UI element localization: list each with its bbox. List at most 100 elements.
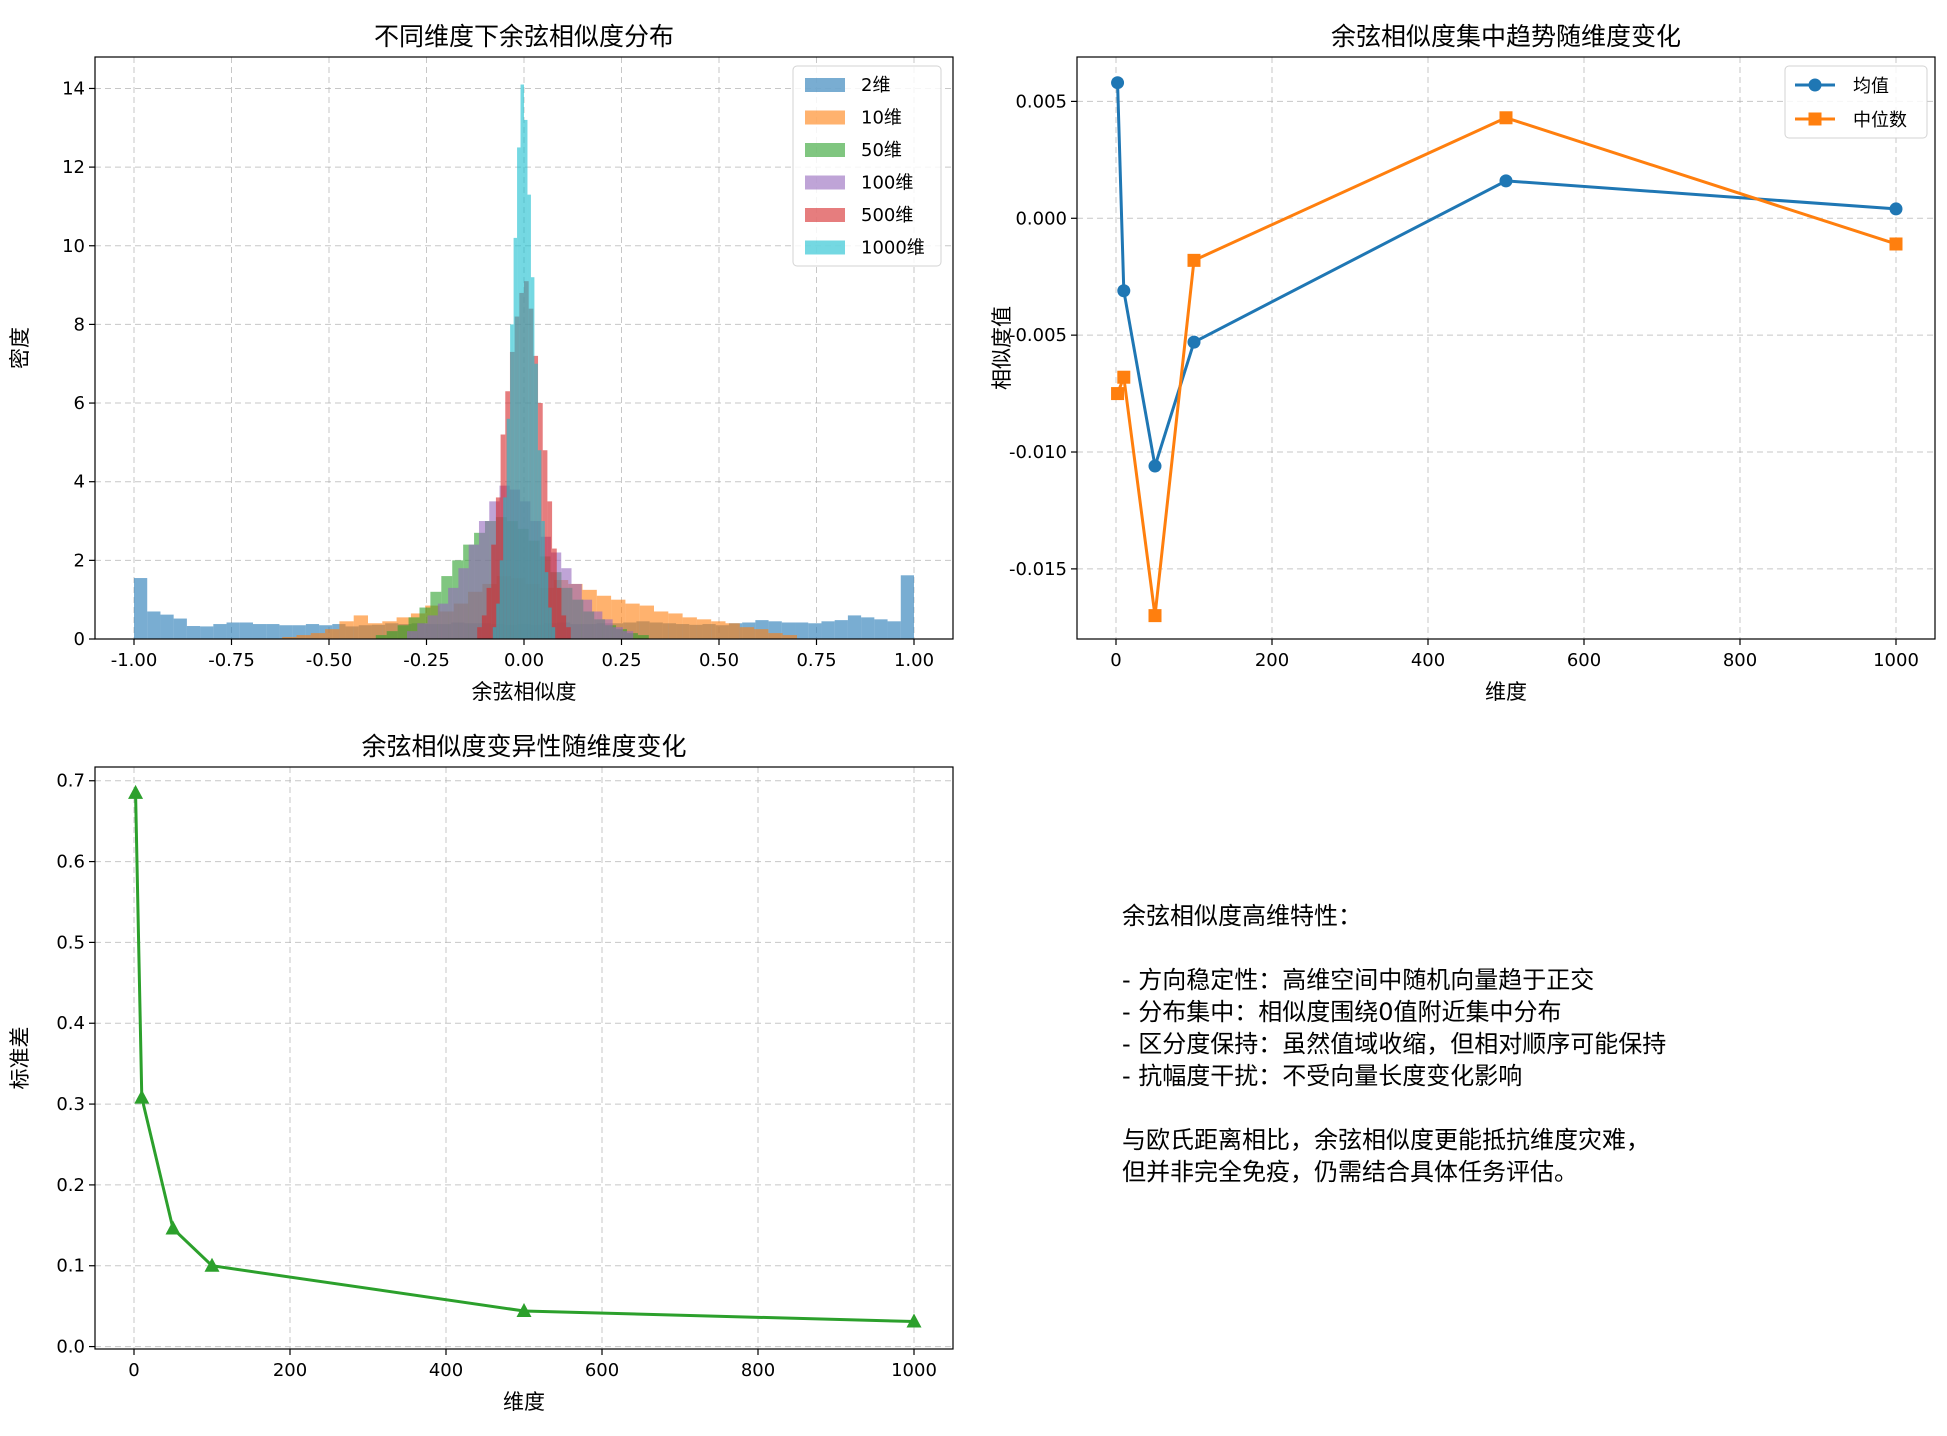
hist-bar <box>544 572 549 639</box>
trend-point <box>1111 387 1125 401</box>
hist-bar <box>486 587 492 639</box>
hist-bar <box>556 587 562 639</box>
hist-bar <box>541 521 545 639</box>
hist-legend-swatch <box>805 208 845 222</box>
std-axes <box>95 767 953 1349</box>
trend-line <box>1116 116 1897 616</box>
hist-legend-swatch <box>805 143 845 157</box>
std-ytick-label: 0.7 <box>56 771 85 792</box>
hist-bar <box>537 450 542 639</box>
std-xtick-label: 800 <box>741 1360 775 1381</box>
std-spines <box>94 766 954 1350</box>
hist-bar <box>581 599 593 639</box>
std-series <box>128 784 922 1328</box>
std-point <box>134 1089 150 1104</box>
hist-bar <box>160 614 174 639</box>
hist-bar <box>386 631 398 639</box>
hist-bar <box>900 575 914 639</box>
hist-bar <box>499 560 504 639</box>
hist-bar <box>481 615 487 639</box>
hist-bar <box>417 623 428 639</box>
hist-bar <box>468 544 479 639</box>
trend-ytick-label: 0.000 <box>1015 208 1067 229</box>
hist-bar <box>768 633 783 639</box>
hist-bars <box>134 84 914 639</box>
hist-bar <box>782 635 797 639</box>
hist-xtick-label: -1.00 <box>111 650 158 671</box>
hist-bar <box>134 578 148 639</box>
hist-bar <box>478 521 490 639</box>
hist-bar <box>612 627 623 639</box>
hist-bar <box>495 497 501 639</box>
hist-bar <box>561 568 572 639</box>
hist-bar <box>437 603 449 639</box>
hist-legend-label: 10维 <box>861 108 902 129</box>
hist-bar <box>639 605 654 639</box>
trend-point <box>1499 174 1513 188</box>
trend-xlabel: 维度 <box>1485 680 1527 704</box>
hist-legend-label: 1000维 <box>861 238 925 259</box>
std-point <box>906 1313 922 1328</box>
std-point <box>128 784 144 799</box>
trend-point <box>1889 202 1903 216</box>
hist-bar <box>637 635 649 639</box>
hist-ytick-label: 4 <box>74 472 85 493</box>
hist-bar <box>279 625 293 639</box>
hist-xtick-label: 1.00 <box>894 650 934 671</box>
hist-ytick-label: 12 <box>62 157 85 178</box>
hist-bar <box>622 631 634 639</box>
hist-ylabel: 密度 <box>8 327 32 369</box>
trend-ytick-label: -0.005 <box>1009 325 1067 346</box>
hist-bar <box>375 635 387 639</box>
hist-bar <box>781 622 796 639</box>
trend-point <box>1117 370 1131 384</box>
trend-series <box>1111 76 1903 623</box>
trend-spines <box>1076 56 1936 640</box>
hist-bar <box>213 624 227 639</box>
hist-xtick-label: 0.50 <box>699 650 739 671</box>
trend-ytick-label: 0.005 <box>1015 91 1067 112</box>
trend-point <box>1187 335 1201 349</box>
trend-line <box>1116 82 1897 467</box>
hist-ytick-label: 0 <box>74 629 85 650</box>
trend-point <box>1187 253 1201 267</box>
hist-bar <box>448 587 459 639</box>
hist-bar <box>506 418 511 639</box>
trend-legend-label: 均值 <box>1853 76 1889 97</box>
hist-bar <box>408 617 420 639</box>
hist-bar <box>530 277 535 639</box>
hist-legend-frame <box>792 65 942 267</box>
hist-bar <box>397 625 409 639</box>
std-ytick-label: 0.2 <box>56 1175 85 1196</box>
hist-bar <box>696 619 712 639</box>
hist-bar <box>808 623 822 639</box>
std-xtick-label: 400 <box>429 1360 463 1381</box>
trend-point <box>1111 76 1125 90</box>
hist-bar <box>547 501 553 639</box>
hist-bar <box>496 603 500 639</box>
hist-legend-swatch <box>805 175 845 190</box>
hist-bar <box>725 623 740 639</box>
hist-bar <box>795 622 809 639</box>
trend-ylabel: 相似度值 <box>990 306 1014 390</box>
std-xtick-label: 600 <box>585 1360 619 1381</box>
hist-bar <box>739 627 755 639</box>
trend-legend-marker <box>1808 78 1822 92</box>
trend-xtick-label: 1000 <box>1873 650 1919 671</box>
std-xtick-label: 1000 <box>891 1360 937 1381</box>
std-ytick-label: 0.4 <box>56 1013 85 1034</box>
std-ylabel: 标准差 <box>8 1027 32 1090</box>
hist-bar <box>503 497 507 639</box>
trend-legend-label: 中位数 <box>1853 110 1907 131</box>
trend-xtick-label: 400 <box>1411 650 1445 671</box>
hist-bar <box>534 363 538 639</box>
std-ytick-label: 0.6 <box>56 852 85 873</box>
hist-bar <box>239 622 253 639</box>
hist-bar <box>492 627 497 639</box>
hist-title: 不同维度下余弦相似度分布 <box>374 22 674 51</box>
hist-bar <box>551 627 556 639</box>
hist-bar <box>325 629 340 639</box>
hist-bar <box>861 617 875 639</box>
hist-legend-swatch <box>805 110 845 125</box>
